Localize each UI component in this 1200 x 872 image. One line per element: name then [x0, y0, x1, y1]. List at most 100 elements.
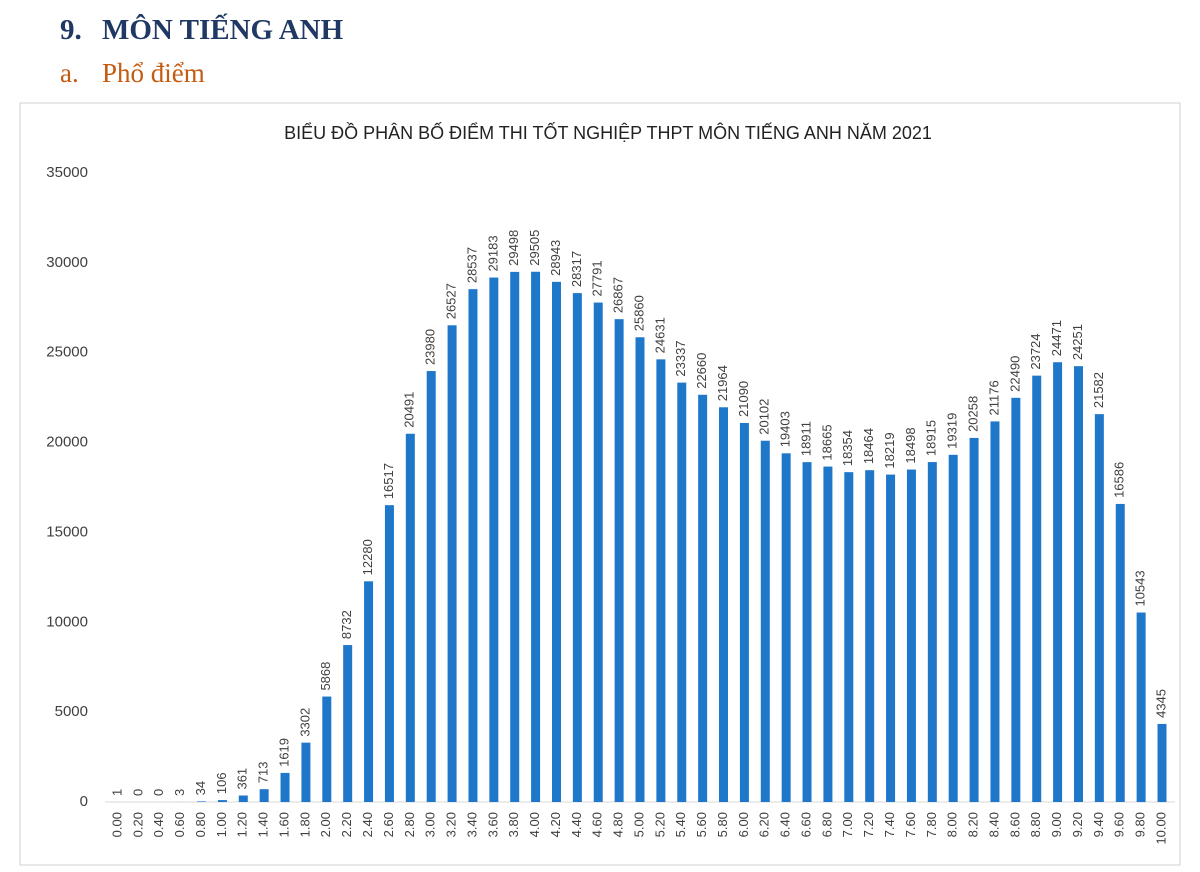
x-tick-label: 7.80	[924, 812, 939, 837]
bar	[886, 474, 896, 802]
bar	[593, 302, 603, 802]
y-tick-label: 10000	[46, 613, 88, 630]
x-tick-label: 10.00	[1153, 812, 1168, 845]
bar	[1115, 503, 1125, 802]
value-label: 28943	[548, 240, 563, 276]
value-label: 106	[214, 772, 229, 794]
x-tick-label: 1.00	[214, 812, 229, 837]
y-tick-label: 0	[80, 793, 88, 810]
x-tick-label: 2.20	[339, 812, 354, 837]
value-label: 361	[235, 768, 250, 790]
bar	[656, 359, 666, 802]
value-label: 3	[172, 789, 187, 796]
value-label: 10543	[1133, 570, 1148, 606]
bar	[802, 462, 812, 802]
subheading: a. Phổ điểm	[60, 58, 205, 89]
value-label: 26527	[444, 283, 459, 319]
x-tick-label: 9.20	[1070, 812, 1085, 837]
bar	[1136, 612, 1146, 802]
value-label: 5868	[318, 662, 333, 691]
value-label: 3302	[297, 708, 312, 737]
x-tick-label: 2.60	[381, 812, 396, 837]
x-tick-label: 1.80	[297, 812, 312, 837]
value-label: 20258	[966, 396, 981, 432]
x-tick-label: 0.40	[151, 812, 166, 837]
bar	[698, 394, 708, 802]
y-tick-label: 30000	[46, 254, 88, 271]
value-label: 18498	[903, 427, 918, 463]
x-tick-label: 2.40	[360, 812, 375, 837]
bar	[1073, 366, 1083, 802]
chart-title: BIỂU ĐỒ PHÂN BỐ ĐIỂM THI TỐT NGHIỆP THPT…	[284, 122, 932, 143]
value-label: 22660	[694, 353, 709, 389]
x-tick-label: 9.40	[1091, 812, 1106, 837]
value-label: 1	[109, 789, 124, 796]
x-tick-label: 7.60	[903, 812, 918, 837]
value-label: 12280	[360, 539, 375, 575]
x-tick-label: 6.40	[778, 812, 793, 837]
x-tick-label: 0.20	[130, 812, 145, 837]
bar	[217, 800, 227, 802]
value-label: 24471	[1049, 320, 1064, 356]
bar	[614, 319, 624, 802]
value-label: 21964	[715, 365, 730, 401]
value-label: 34	[193, 781, 208, 795]
subheading-title: Phổ điểm	[102, 58, 205, 88]
value-label: 28317	[569, 251, 584, 287]
bar	[197, 801, 207, 802]
x-tick-label: 5.60	[694, 812, 709, 837]
bar	[405, 433, 415, 802]
value-label: 18219	[882, 432, 897, 468]
heading-title: MÔN TIẾNG ANH	[102, 14, 344, 46]
bar	[1011, 397, 1021, 802]
x-tick-label: 3.20	[444, 812, 459, 837]
x-tick-label: 6.20	[757, 812, 772, 837]
heading: 9. MÔN TIẾNG ANH	[60, 14, 343, 47]
bar	[384, 505, 394, 802]
bar	[238, 795, 248, 802]
bar	[1053, 362, 1063, 802]
bar	[927, 462, 937, 802]
bar	[948, 454, 958, 802]
bar	[343, 645, 353, 802]
bar	[781, 453, 791, 802]
bar	[301, 742, 311, 802]
bar	[259, 789, 269, 802]
x-tick-label: 4.40	[569, 812, 584, 837]
bar	[760, 440, 770, 802]
value-label: 29498	[506, 230, 521, 266]
bar	[969, 437, 979, 802]
y-tick-label: 20000	[46, 434, 88, 451]
value-label: 18665	[819, 424, 834, 460]
value-label: 22490	[1007, 356, 1022, 392]
x-tick-label: 4.80	[611, 812, 626, 837]
value-label: 21176	[986, 380, 1001, 415]
y-tick-label: 25000	[46, 344, 88, 361]
bar	[990, 421, 1000, 802]
value-label: 0	[130, 789, 145, 796]
x-tick-label: 7.40	[882, 812, 897, 837]
x-tick-label: 1.40	[256, 812, 271, 837]
bar	[572, 293, 582, 802]
x-tick-label: 8.20	[966, 812, 981, 837]
bar	[739, 422, 749, 802]
x-tick-label: 2.80	[402, 812, 417, 837]
value-label: 27791	[590, 260, 605, 296]
value-label: 18915	[924, 420, 939, 456]
x-tick-label: 0.00	[109, 812, 124, 837]
x-tick-label: 9.00	[1049, 812, 1064, 837]
x-tick-label: 6.00	[736, 812, 751, 837]
x-tick-label: 8.40	[986, 812, 1001, 837]
heading-number: 9.	[60, 14, 82, 46]
bar	[322, 696, 332, 802]
value-label: 21090	[736, 381, 751, 417]
x-tick-label: 8.00	[945, 812, 960, 837]
value-label: 29183	[485, 235, 500, 271]
x-tick-label: 5.80	[715, 812, 730, 837]
bar	[468, 289, 478, 802]
value-label: 20491	[402, 392, 417, 428]
value-label: 16586	[1112, 462, 1127, 498]
x-tick-label: 4.20	[548, 812, 563, 837]
